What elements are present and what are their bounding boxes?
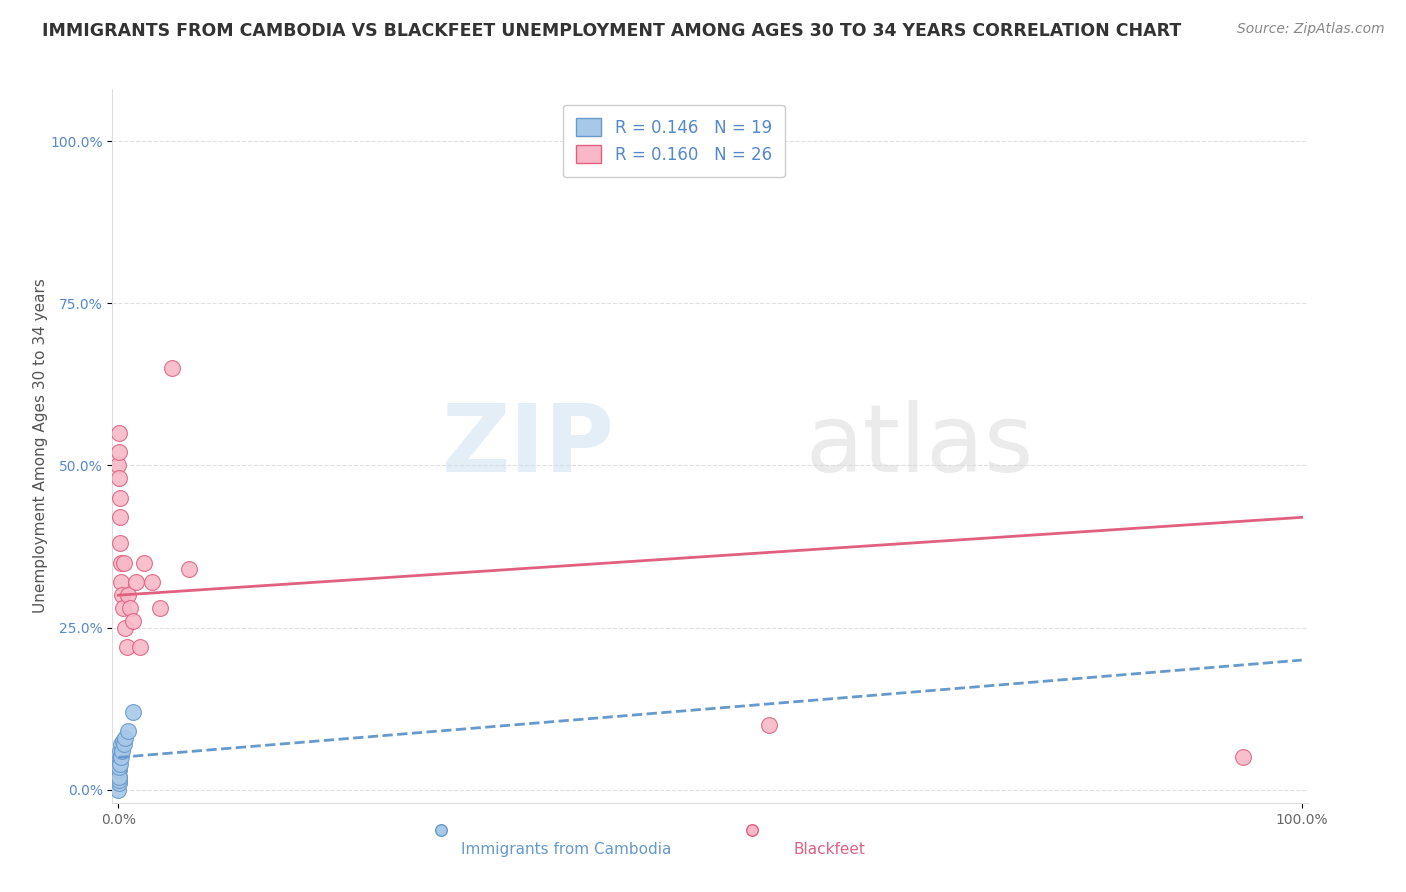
Point [114, 731, 136, 745]
Point [740, 807, 762, 822]
Point [1232, 750, 1254, 764]
Point [108, 510, 131, 524]
Text: Source: ZipAtlas.com: Source: ZipAtlas.com [1237, 22, 1385, 37]
Point [108, 491, 131, 505]
Point [758, 718, 780, 732]
Point [111, 744, 134, 758]
Point [107, 425, 129, 440]
Point [121, 614, 143, 628]
Text: atlas: atlas [806, 400, 1033, 492]
Point [112, 734, 135, 748]
Point [112, 601, 135, 615]
Point [160, 361, 183, 376]
Point [114, 621, 136, 635]
Point [111, 588, 134, 602]
Point [108, 536, 131, 550]
Point [141, 575, 163, 590]
Point [110, 575, 132, 590]
Point [108, 770, 131, 784]
Point [108, 445, 131, 459]
Point [117, 588, 139, 602]
Point [107, 770, 129, 784]
Point [112, 556, 135, 570]
Point [107, 776, 129, 790]
Text: ZIP: ZIP [441, 400, 614, 492]
Text: Immigrants from Cambodia: Immigrants from Cambodia [461, 842, 672, 857]
Point [108, 744, 131, 758]
Point [134, 556, 156, 570]
Point [115, 640, 138, 654]
Point [110, 738, 132, 752]
Point [149, 601, 172, 615]
Point [108, 750, 131, 764]
Text: Blackfeet: Blackfeet [793, 842, 866, 857]
Point [108, 756, 131, 771]
Point [121, 705, 143, 719]
Point [125, 575, 148, 590]
Point [108, 764, 131, 778]
Point [179, 562, 201, 576]
Point [107, 458, 129, 473]
Text: Unemployment Among Ages 30 to 34 years: Unemployment Among Ages 30 to 34 years [34, 278, 48, 614]
Point [107, 782, 129, 797]
Point [112, 738, 135, 752]
Point [120, 601, 142, 615]
Point [108, 773, 131, 788]
Point [110, 750, 132, 764]
Point [108, 471, 131, 485]
Point [128, 640, 150, 654]
Point [433, 807, 456, 822]
Point [108, 760, 131, 774]
Point [108, 756, 131, 771]
Point [117, 724, 139, 739]
Point [110, 556, 132, 570]
Text: IMMIGRANTS FROM CAMBODIA VS BLACKFEET UNEMPLOYMENT AMONG AGES 30 TO 34 YEARS COR: IMMIGRANTS FROM CAMBODIA VS BLACKFEET UN… [42, 22, 1181, 40]
Legend: R = 0.146   N = 19, R = 0.160   N = 26: R = 0.146 N = 19, R = 0.160 N = 26 [564, 104, 785, 177]
